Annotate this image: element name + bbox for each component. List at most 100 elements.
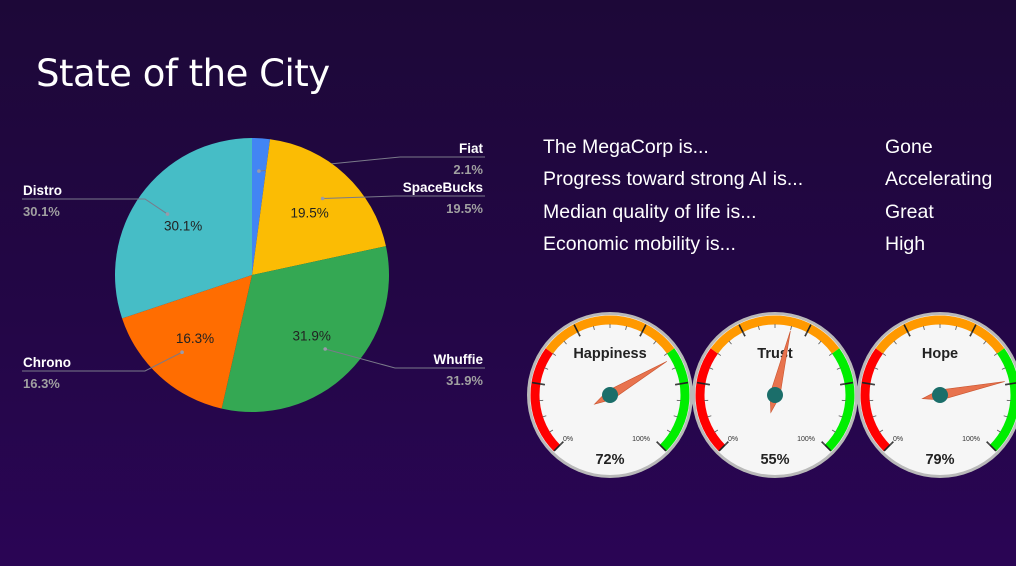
gauge-minor-tick: [717, 352, 722, 356]
gauge-minor-tick: [742, 331, 745, 336]
gauge-min-label: 0%: [893, 436, 903, 443]
status-value: Accelerating: [885, 168, 993, 191]
status-label: Progress toward strong AI is...: [543, 168, 804, 191]
gauge-minor-tick: [923, 325, 925, 330]
status-label: The MegaCorp is...: [543, 136, 709, 158]
pie-leader-dot: [165, 212, 170, 216]
gauge-minor-tick: [841, 383, 846, 385]
gauge-minor-tick: [625, 325, 627, 330]
gauge-hub: [932, 387, 948, 403]
gauge-minor-tick: [907, 331, 910, 336]
page-title: State of the City: [36, 52, 330, 95]
gauge-minor-tick: [724, 442, 728, 446]
gauge-band-red: [695, 348, 726, 452]
status-row-quality-of-life: Median quality of life is... Great: [543, 201, 1013, 233]
pie-legend-label: SpaceBucks: [403, 180, 483, 195]
pie-legend-percent: 31.9%: [446, 373, 483, 388]
pie-slice-value-label: 19.5%: [290, 206, 328, 221]
gauge-minor-tick: [1003, 415, 1008, 418]
gauge-minor-tick: [874, 367, 879, 370]
gauge-minor-tick: [831, 429, 836, 433]
gauge-minor-tick: [987, 442, 991, 446]
status-table: The MegaCorp is... Gone Progress toward …: [543, 136, 1013, 265]
gauge-band-orange: [710, 315, 840, 354]
gauge-minor-tick: [657, 442, 661, 446]
gauge-hub: [767, 387, 783, 403]
gauge-minor-tick: [559, 442, 563, 446]
gauge-minor-tick: [663, 352, 668, 356]
pie-legend-label: Chrono: [23, 355, 71, 370]
pie-leader-line: [325, 348, 485, 369]
gauge-minor-tick: [563, 340, 567, 345]
gauge-minor-tick: [805, 331, 808, 336]
pie-slice-value-label: 31.9%: [293, 328, 331, 343]
gauge-title: Happiness: [573, 346, 646, 362]
gauge-band-green: [989, 348, 1016, 452]
gauge-title: Hope: [922, 346, 958, 362]
gauge-minor-tick: [955, 325, 957, 330]
pie-legend-percent: 16.3%: [23, 376, 60, 391]
status-value: Great: [885, 200, 934, 223]
gauge-minor-tick: [542, 415, 547, 418]
gauge-band-orange: [875, 315, 1005, 354]
status-row-strong-ai: Progress toward strong AI is... Accelera…: [543, 168, 1013, 200]
gauge-max-label: 100%: [962, 436, 980, 443]
pie-legend-label: Fiat: [459, 141, 484, 156]
gauge-minor-tick: [983, 340, 987, 345]
status-row-economic-mobility: Economic mobility is... High: [543, 233, 1013, 265]
gauge-hope: Hope 0% 100% 79%: [857, 312, 1016, 478]
gauge-happiness: Happiness 0% 100% 72%: [527, 312, 693, 478]
gauge-minor-tick: [828, 352, 833, 356]
gauge-hub: [602, 387, 618, 403]
pie-leader-dot: [180, 350, 184, 355]
gauge-minor-tick: [704, 383, 709, 385]
gauge-value-label: 79%: [925, 452, 954, 468]
gauge-minor-tick: [1001, 367, 1006, 370]
gauge-band-green: [659, 348, 690, 452]
gauge-minor-tick: [552, 352, 557, 356]
gauge-max-label: 100%: [632, 436, 650, 443]
pie-leader-line: [22, 198, 168, 215]
gauge-minor-tick: [879, 429, 884, 433]
pie-slice-whuffie: [221, 246, 390, 413]
gauge-minor-tick: [836, 367, 841, 370]
gauge-minor-tick: [673, 415, 678, 418]
gauge-minor-tick: [728, 340, 732, 345]
pie-legend-percent: 19.5%: [446, 201, 483, 216]
gauge-minor-tick: [970, 331, 973, 336]
pie-legend-label: Distro: [23, 183, 62, 198]
status-value: High: [885, 232, 926, 255]
gauge-minor-tick: [822, 442, 826, 446]
gauge-minor-tick: [1006, 383, 1011, 385]
gauge-minor-tick: [993, 352, 998, 356]
gauge-minor-tick: [882, 352, 887, 356]
gauge-minor-tick: [707, 415, 712, 418]
pie-leader-dot: [257, 169, 261, 173]
gauge-minor-tick: [666, 429, 671, 433]
gauge-band-green: [824, 348, 855, 452]
gauge-min-label: 0%: [728, 436, 738, 443]
gauge-band-red: [860, 348, 891, 452]
gauge-minor-tick: [709, 367, 714, 370]
pie-slice-value-label: 16.3%: [176, 331, 214, 346]
gauge-minor-tick: [818, 340, 822, 345]
pie-leader-dot: [323, 347, 328, 351]
gauge-minor-tick: [869, 383, 874, 385]
gauge-band-red: [530, 348, 561, 452]
gauge-band-orange: [545, 315, 675, 354]
gauge-min-label: 0%: [563, 436, 573, 443]
gauge-minor-tick: [838, 415, 843, 418]
pie-legend-label: Whuffie: [434, 352, 484, 367]
gauge-minor-tick: [872, 415, 877, 418]
status-label: Economic mobility is...: [543, 232, 736, 255]
pie-chart: Fiat 2.1% 19.5% SpaceBucks 19.5% 31.9% Whuffie…: [22, 138, 485, 413]
gauge-minor-tick: [996, 429, 1001, 433]
gauge-minor-tick: [653, 340, 657, 345]
gauge-minor-tick: [893, 340, 897, 345]
gauge-minor-tick: [539, 383, 544, 385]
gauge-minor-tick: [640, 331, 643, 336]
gauge-minor-tick: [758, 325, 760, 330]
gauge-minor-tick: [593, 325, 595, 330]
